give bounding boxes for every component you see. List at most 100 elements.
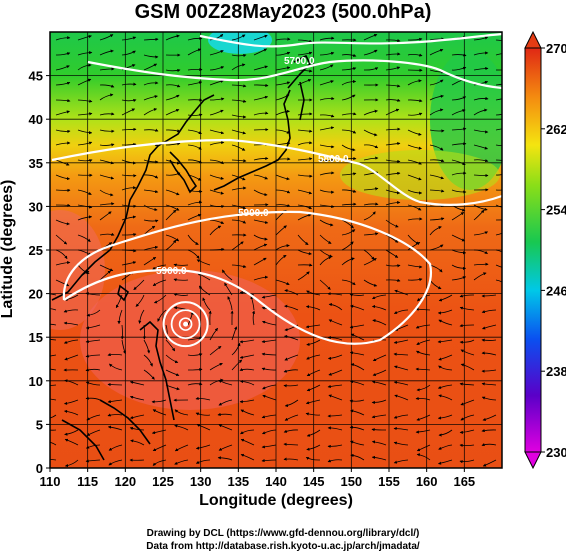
streamline-arrow bbox=[209, 109, 224, 116]
streamline-arrow bbox=[451, 234, 466, 242]
streamline-arrow bbox=[306, 384, 321, 392]
streamline-arrow bbox=[451, 276, 467, 281]
x-axis-label: Longitude (degrees) bbox=[199, 492, 353, 509]
streamline-arrow bbox=[306, 369, 321, 377]
streamline-arrow bbox=[495, 174, 502, 176]
streamline-arrow bbox=[459, 339, 475, 344]
streamline-arrow bbox=[451, 96, 467, 101]
streamline-arrow bbox=[429, 217, 445, 221]
streamline-arrow bbox=[240, 453, 255, 461]
streamline-arrow bbox=[218, 424, 233, 431]
streamline-arrow bbox=[371, 440, 387, 446]
contour-label: 5800.0 bbox=[318, 154, 349, 165]
streamline-arrow bbox=[227, 296, 233, 311]
streamline-arrow bbox=[108, 459, 123, 466]
streamline-arrow bbox=[143, 37, 159, 41]
streamline-arrow bbox=[416, 444, 431, 452]
streamline-arrow bbox=[429, 174, 445, 180]
streamline-arrow bbox=[319, 171, 335, 176]
streamline-arrow bbox=[275, 244, 290, 251]
streamline-arrow bbox=[297, 234, 309, 246]
streamline-arrow bbox=[495, 219, 502, 221]
colorbar-tick-label: 270 bbox=[546, 41, 566, 56]
streamline-arrow bbox=[319, 114, 335, 118]
streamline-arrow bbox=[121, 50, 136, 56]
streamline-arrow bbox=[393, 309, 409, 314]
streamline-arrow bbox=[341, 241, 354, 251]
streamline-arrow bbox=[152, 444, 167, 452]
streamline-arrow bbox=[253, 243, 268, 251]
map-title: GSM 00Z28May2023 (500.0hPa) bbox=[134, 1, 432, 23]
streamline-arrow bbox=[99, 49, 114, 56]
streamline-arrow bbox=[143, 81, 159, 86]
streamline-arrow bbox=[64, 354, 79, 361]
streamline-arrow bbox=[495, 144, 502, 146]
streamline-arrow bbox=[50, 398, 57, 401]
streamline-arrow bbox=[55, 203, 71, 207]
streamline-arrow bbox=[372, 354, 387, 362]
streamline-arrow bbox=[429, 159, 445, 163]
streamline-arrow bbox=[473, 204, 488, 211]
streamline-arrow bbox=[349, 399, 365, 403]
streamline-arrow bbox=[121, 98, 137, 103]
streamline-arrow bbox=[64, 459, 79, 468]
streamline-arrow bbox=[231, 241, 244, 251]
y-tick-label: 35 bbox=[29, 156, 43, 171]
streamline-arrow bbox=[157, 309, 167, 322]
streamline-arrow bbox=[407, 159, 422, 165]
streamline-arrow bbox=[319, 80, 334, 86]
streamline-arrow bbox=[99, 270, 112, 281]
streamline-arrow bbox=[451, 142, 467, 146]
streamline-arrow bbox=[174, 459, 189, 465]
streamline-arrow bbox=[143, 245, 159, 251]
streamline-arrow bbox=[284, 414, 299, 421]
streamline-arrow bbox=[152, 459, 167, 466]
streamline-arrow bbox=[187, 200, 203, 206]
streamline-arrow bbox=[86, 309, 101, 317]
streamline-arrow bbox=[305, 399, 321, 405]
streamline-arrow bbox=[55, 52, 71, 56]
credit-drawing: Drawing by DCL (https://www.gfd-dennou.o… bbox=[146, 528, 420, 539]
streamline-arrow bbox=[481, 294, 497, 298]
streamline-arrow bbox=[372, 369, 387, 376]
streamline-arrow bbox=[437, 309, 453, 315]
streamline-arrow bbox=[319, 64, 334, 71]
streamline-arrow bbox=[253, 156, 269, 161]
streamline-arrow bbox=[341, 67, 357, 71]
streamline-arrow bbox=[239, 367, 255, 371]
streamline-arrow bbox=[152, 279, 167, 287]
streamline-arrow bbox=[473, 159, 489, 163]
streamline-arrow bbox=[297, 51, 313, 56]
streamline-arrow bbox=[85, 339, 101, 344]
streamline-arrow bbox=[151, 399, 167, 404]
streamline-arrow bbox=[341, 112, 357, 116]
streamline-arrow bbox=[55, 99, 71, 103]
streamline-arrow bbox=[85, 381, 101, 386]
streamline-arrow bbox=[451, 264, 467, 270]
streamline-arrow bbox=[165, 339, 176, 352]
streamline-arrow bbox=[198, 285, 211, 296]
streamline-arrow bbox=[429, 48, 444, 56]
streamline-arrow bbox=[363, 156, 379, 161]
streamline-arrow bbox=[393, 426, 409, 431]
streamline-arrow bbox=[341, 279, 356, 286]
streamline-arrow bbox=[473, 66, 489, 71]
streamline-arrow bbox=[306, 339, 321, 346]
contour-label: 5900.0 bbox=[238, 208, 269, 219]
streamline-arrow bbox=[165, 68, 181, 73]
x-tick-label: 165 bbox=[453, 474, 475, 489]
streamline-arrow bbox=[429, 226, 442, 236]
streamline-arrow bbox=[196, 424, 211, 431]
streamline-arrow bbox=[55, 234, 68, 245]
streamline-arrow bbox=[143, 63, 158, 71]
streamline-arrow bbox=[187, 159, 203, 164]
streamline-arrow bbox=[86, 414, 101, 421]
streamline-arrow bbox=[85, 292, 101, 296]
streamline-arrow bbox=[99, 34, 114, 41]
streamline-arrow bbox=[495, 189, 502, 191]
streamline-arrow bbox=[327, 444, 343, 449]
streamline-arrow bbox=[55, 219, 70, 226]
colorbar-tick-label: 262 bbox=[546, 122, 566, 137]
streamline-arrow bbox=[473, 144, 489, 150]
streamline-arrow bbox=[218, 399, 233, 406]
